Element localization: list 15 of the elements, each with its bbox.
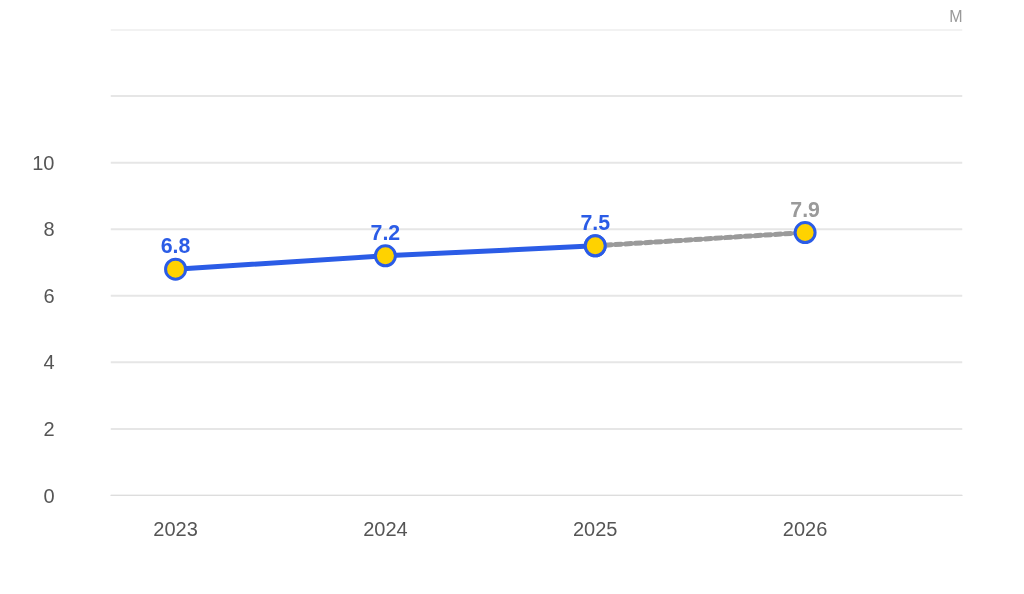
x-tick-label: 2026 (782, 517, 828, 540)
y-tick-label: 2 (43, 417, 55, 440)
text: M (949, 7, 963, 25)
data-label: 6.8 (160, 234, 191, 259)
y-tick-label: 0 (43, 484, 55, 507)
y-tick-label: 8 (43, 218, 55, 241)
x-tick-label: 2023 (153, 517, 198, 540)
x-tick-label: 2025 (573, 517, 618, 540)
y-tick-label: 4 (43, 351, 55, 374)
data-label: 7.5 (580, 210, 611, 235)
y-tick-label: 6 (43, 284, 55, 307)
y-tick-label: 10 (32, 151, 55, 174)
x-tick-label: 2024 (363, 517, 408, 540)
data-label: 7.9 (790, 197, 821, 222)
data-label: 7.2 (370, 220, 401, 245)
